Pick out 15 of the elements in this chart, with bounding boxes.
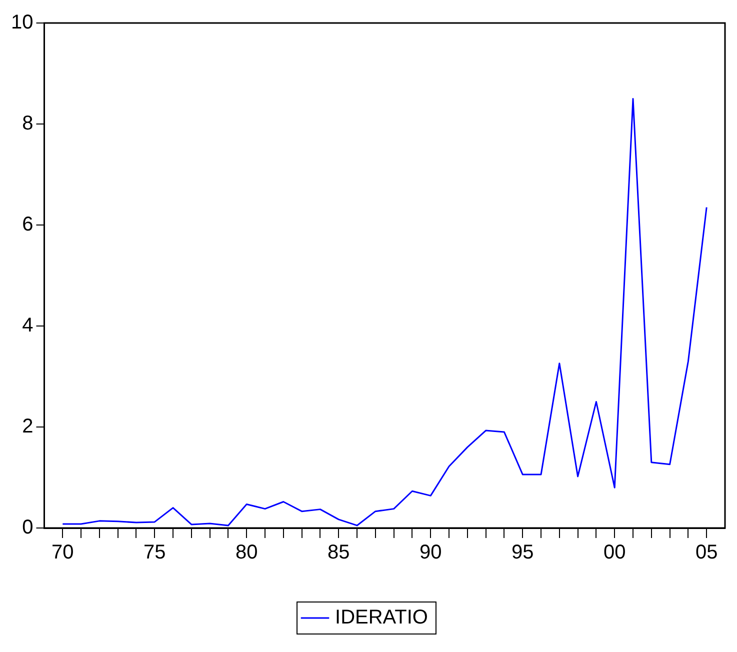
y-tick-label: 6 bbox=[22, 214, 34, 236]
y-tick-label: 0 bbox=[22, 516, 34, 539]
x-tick-label: 00 bbox=[603, 542, 626, 564]
x-tick-label: 05 bbox=[695, 542, 718, 564]
x-tick-label: 75 bbox=[144, 542, 166, 564]
legend-label: IDERATIO bbox=[335, 606, 428, 629]
y-tick-label: 10 bbox=[10, 12, 34, 34]
y-tick-label: 8 bbox=[22, 112, 34, 135]
x-tick-label: 70 bbox=[52, 542, 74, 564]
x-tick-label: 95 bbox=[511, 542, 534, 564]
x-tick-label: 90 bbox=[419, 542, 442, 564]
y-tick-label: 4 bbox=[22, 314, 34, 337]
x-tick-label: 85 bbox=[328, 542, 350, 564]
y-tick-label: 2 bbox=[22, 416, 34, 438]
x-tick-label: 80 bbox=[236, 542, 258, 564]
